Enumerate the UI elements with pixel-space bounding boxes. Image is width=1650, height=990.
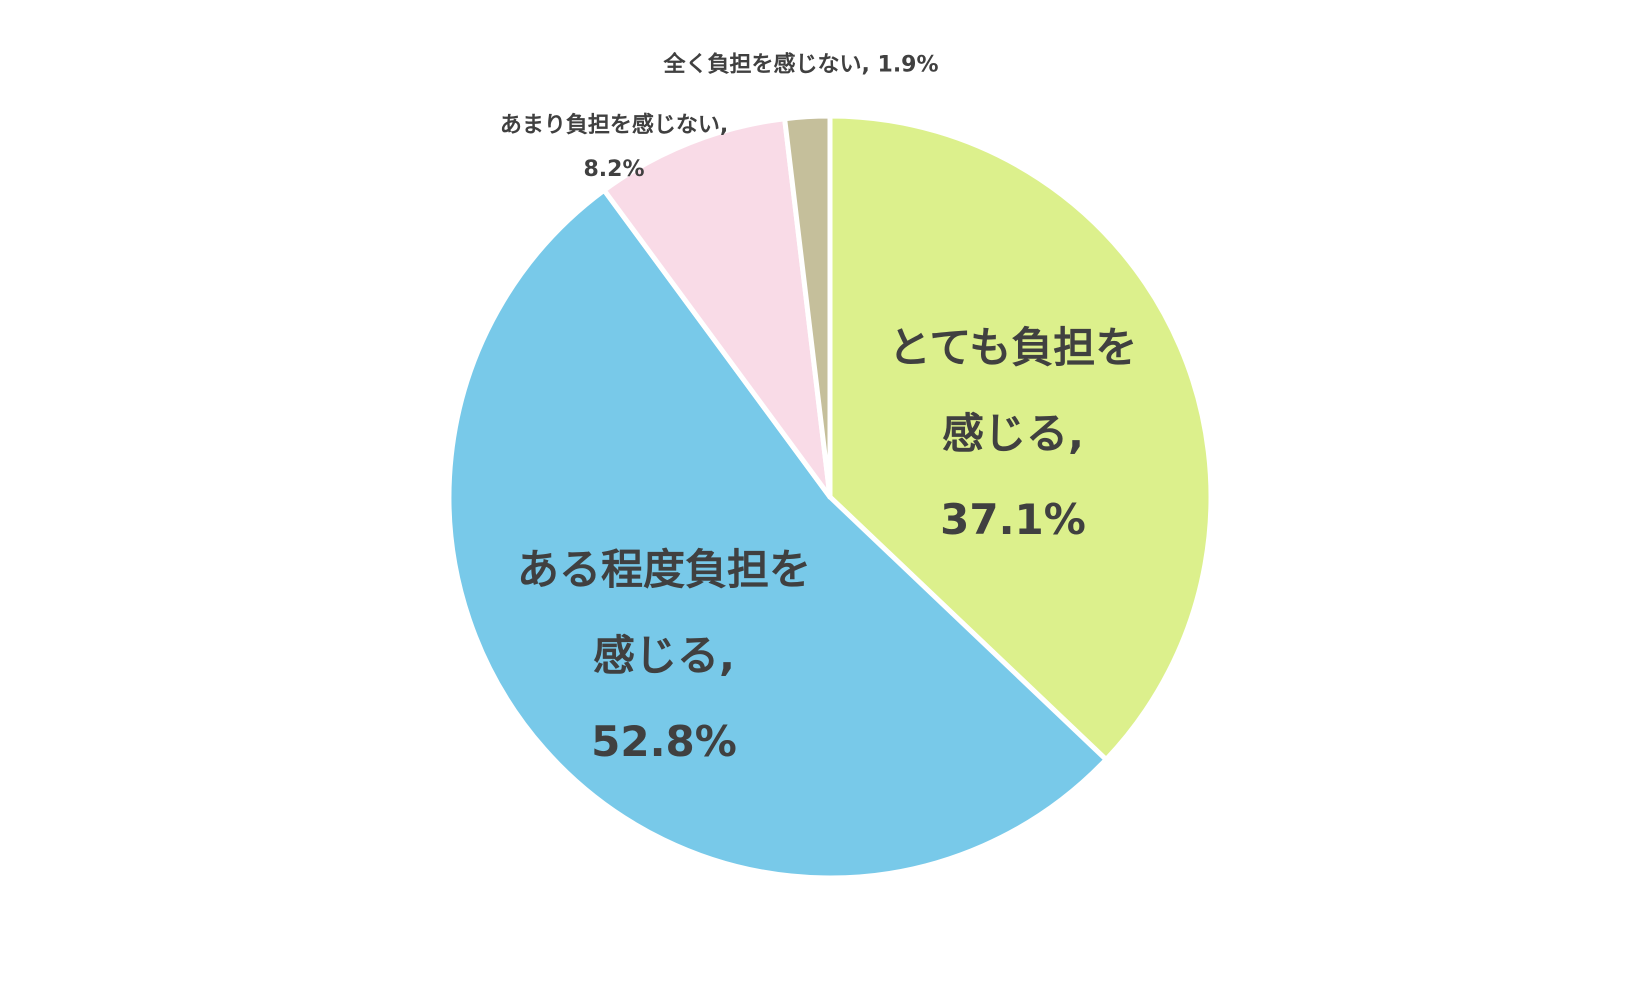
slice-category: とても負担を感じる, — [888, 322, 1138, 458]
pie-slice — [827, 113, 1214, 763]
data-label: ある程度負担を感じる, 52.8% — [499, 527, 829, 785]
slice-value: 1.9% — [877, 52, 939, 78]
pie-slice — [782, 113, 833, 500]
slice-category: 全く負担を感じない, — [663, 52, 870, 78]
slice-category: ある程度負担を感じる, — [516, 544, 811, 680]
pie-slice — [446, 187, 1109, 881]
slice-value: 52.8% — [591, 717, 737, 767]
data-label: 全く負担を感じない, 1.9% — [601, 51, 1001, 82]
slice-category: あまり負担を感じない, — [499, 113, 729, 138]
data-label: とても負担を感じる, 37.1% — [876, 305, 1151, 563]
data-label: あまり負担を感じない, 8.2% — [484, 104, 744, 192]
slice-value: 37.1% — [940, 495, 1086, 545]
slice-value: 8.2% — [583, 157, 645, 182]
pie-slice — [601, 116, 833, 500]
